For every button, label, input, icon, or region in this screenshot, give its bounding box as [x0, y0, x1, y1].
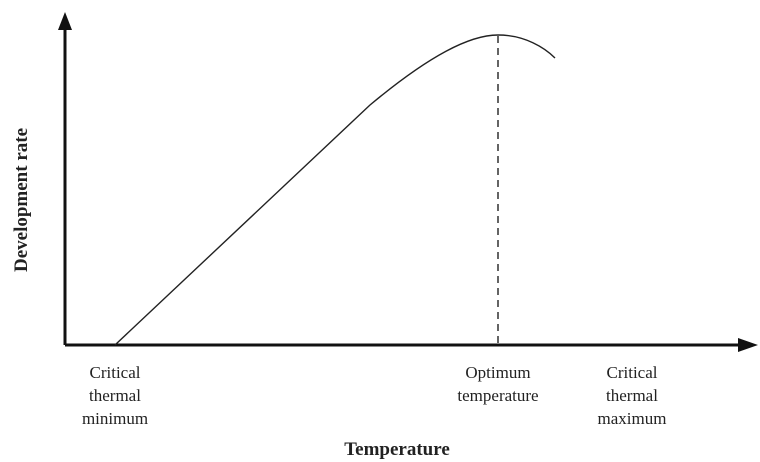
point-label: temperature: [457, 386, 538, 405]
x-axis-label: Temperature: [344, 439, 450, 460]
point-label: Critical: [607, 363, 658, 382]
y-arrow: [58, 12, 72, 30]
point-label: maximum: [598, 409, 667, 428]
y-axis-label: Development rate: [11, 128, 32, 272]
point-label: thermal: [89, 386, 141, 405]
point-labels: Critical thermal minimum Optimum temperature…: [82, 363, 667, 428]
x-arrow: [738, 338, 758, 352]
axes: [58, 12, 758, 352]
point-label: Optimum: [465, 363, 530, 382]
point-label: thermal: [606, 386, 658, 405]
curve: [114, 34, 556, 346]
point-label: Critical: [90, 363, 141, 382]
point-label: minimum: [82, 409, 148, 428]
